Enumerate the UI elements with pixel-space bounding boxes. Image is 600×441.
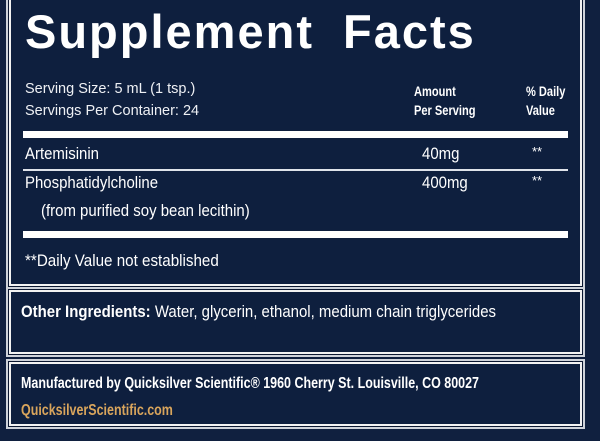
supplement-facts-panel: Supplement Facts Serving Size: 5 mL (1 t… [9, 0, 582, 286]
ingredient-amount: 40mg [422, 144, 460, 163]
dv-header-line2: Value [526, 103, 555, 118]
thick-divider [23, 231, 568, 238]
ingredient-dv: ** [532, 144, 543, 159]
dv-header-line1: % Daily [526, 84, 566, 99]
amount-header-line1: Amount [414, 84, 456, 99]
website-link[interactable]: QuicksilverScientific.com [21, 402, 173, 419]
other-ingredients: Other Ingredients: Water, glycerin, etha… [21, 298, 549, 325]
ingredient-name: Phosphatidylcholine [25, 173, 159, 192]
footnote: **Daily Value not established [25, 252, 219, 270]
ingredient-dv: ** [532, 173, 543, 188]
other-ingredients-label: Other Ingredients: [21, 302, 151, 321]
daily-value-header: % Daily Value [526, 82, 565, 120]
ingredient-source: (from purified soy bean lecithin) [41, 201, 250, 220]
manufacturer-box: Manufactured by Quicksilver Scientific® … [9, 362, 582, 426]
other-ingredients-text: Water, glycerin, ethanol, medium chain t… [154, 302, 497, 321]
manufacturer-text: Manufactured by Quicksilver Scientific® … [21, 375, 479, 392]
thick-divider [23, 131, 568, 138]
panel-title: Supplement Facts [25, 5, 476, 58]
servings-per-container: Servings Per Container: 24 [25, 103, 200, 119]
serving-size: Serving Size: 5 mL (1 tsp.) [25, 81, 196, 97]
other-ingredients-box: Other Ingredients: Water, glycerin, etha… [9, 290, 582, 354]
ingredient-name: Artemisinin [25, 144, 100, 163]
thin-divider [23, 169, 568, 171]
ingredient-amount: 400mg [422, 173, 468, 192]
amount-header-line2: Per Serving [414, 103, 476, 118]
amount-header: Amount Per Serving [414, 82, 476, 120]
